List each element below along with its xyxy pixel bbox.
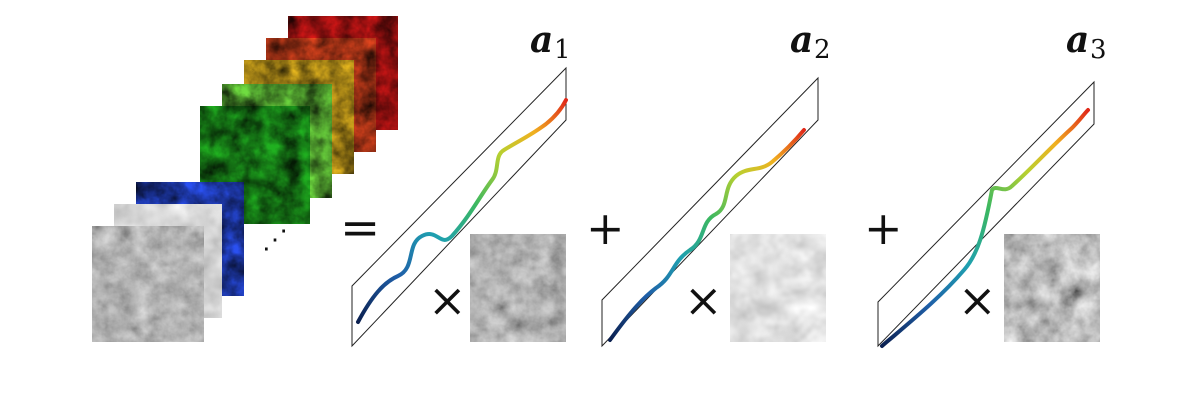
spectrum-frame (601, 76, 819, 348)
abundance-map (470, 234, 566, 342)
abundance-map (730, 234, 826, 342)
endmember-spectrum-curve (356, 98, 568, 324)
equals-sign: = (340, 200, 380, 256)
endmember-panels: a 1×a 2×a 3× (351, 19, 1107, 348)
endmember-spectrum-curve (608, 128, 806, 342)
spectrum-frame (351, 66, 567, 348)
plus-sign-2: + (864, 201, 903, 255)
endmember-label: a (1066, 19, 1089, 61)
endmember-panel-1: a 1 × (351, 19, 571, 348)
endmember-label-subscript: 2 (814, 35, 831, 65)
hyperspectral-band-stack (92, 16, 398, 342)
endmember-label-subscript: 1 (554, 35, 571, 65)
times-sign: × (428, 273, 467, 327)
times-sign: × (684, 273, 723, 327)
endmember-label-subscript: 3 (1090, 35, 1107, 65)
spectral-band-layer (92, 226, 204, 342)
plus-sign-1: + (586, 201, 625, 255)
endmember-panel-2: a 2 × (601, 19, 831, 348)
endmember-panel-3: a 3 × (877, 19, 1107, 348)
band-ellipsis: ⋰ (262, 225, 288, 255)
endmember-spectrum-curve (880, 108, 1090, 348)
endmember-label: a (790, 19, 813, 61)
endmember-label: a (530, 19, 553, 61)
times-sign: × (958, 273, 997, 327)
spectrum-frame (877, 80, 1095, 348)
abundance-map (1004, 234, 1100, 342)
